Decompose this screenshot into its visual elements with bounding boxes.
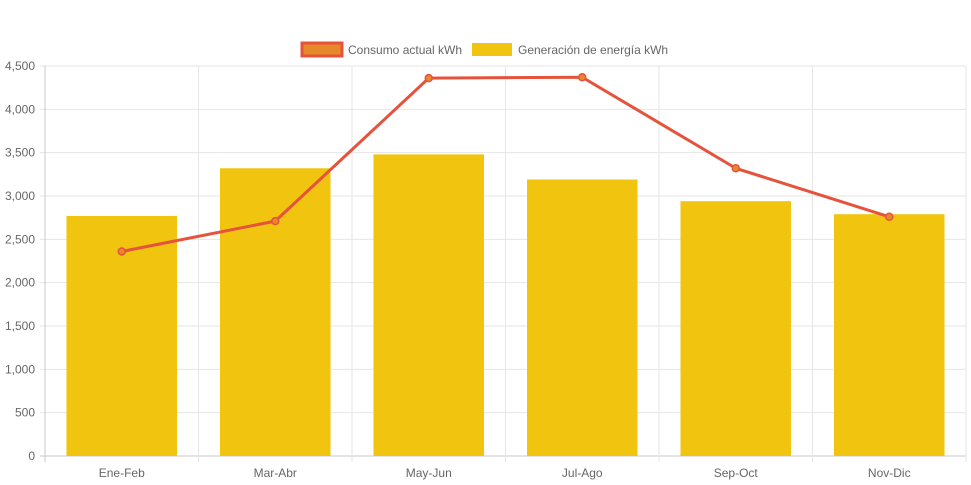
bar-nov-dic <box>833 214 945 456</box>
bar-mar-abr <box>219 168 331 456</box>
legend-item-consumo[interactable]: Consumo actual kWh <box>300 41 462 58</box>
x-tick-label: Sep-Oct <box>714 466 759 480</box>
x-tick-label: May-Jun <box>406 466 452 480</box>
consumo-line <box>121 75 890 253</box>
consumo-point-may-jun <box>424 73 433 83</box>
consumo-point-sep-oct <box>731 164 740 173</box>
legend-item-generacion[interactable]: Generación de energía kWh <box>472 43 668 57</box>
y-tick-label: 2,000 <box>5 276 35 290</box>
bar-sep-oct <box>680 201 792 456</box>
x-tick-label: Ene-Feb <box>99 466 145 480</box>
y-tick-label: 3,000 <box>5 189 35 203</box>
line-layer <box>117 73 894 256</box>
legend-swatch-consumo <box>300 41 344 58</box>
x-tick-label: Jul-Ago <box>562 466 603 480</box>
y-tick-label: 1,000 <box>5 362 35 376</box>
consumo-point-ene-feb <box>117 247 126 256</box>
x-tick-label: Mar-Abr <box>254 466 297 480</box>
x-tick-label: Nov-Dic <box>868 466 911 480</box>
legend-swatch-generacion <box>472 43 512 56</box>
y-tick-label: 4,500 <box>5 59 35 73</box>
y-tick-label: 4,000 <box>5 102 35 116</box>
y-tick-label: 3,500 <box>5 146 35 160</box>
legend: Consumo actual kWh Generación de energía… <box>300 41 668 58</box>
bar-layer <box>66 154 945 457</box>
bar-may-jun <box>373 154 485 456</box>
y-tick-label: 0 <box>28 449 35 463</box>
axis-layer: 0 500 1,000 1,500 2,000 2,500 3,000 3,500 4,000 4… <box>5 59 911 480</box>
consumo-point-mar-abr <box>271 216 280 226</box>
bar-jul-ago <box>526 179 638 457</box>
grid-layer <box>40 65 967 462</box>
legend-label-generacion: Generación de energía kWh <box>518 43 668 57</box>
y-tick-label: 2,500 <box>5 232 35 246</box>
y-tick-label: 1,500 <box>5 319 35 333</box>
legend-label-consumo: Consumo actual kWh <box>348 43 462 57</box>
consumo-point-jul-ago <box>578 73 587 82</box>
consumo-point-nov-dic <box>885 212 894 222</box>
bar-ene-feb <box>66 215 178 456</box>
y-tick-label: 500 <box>15 406 35 420</box>
